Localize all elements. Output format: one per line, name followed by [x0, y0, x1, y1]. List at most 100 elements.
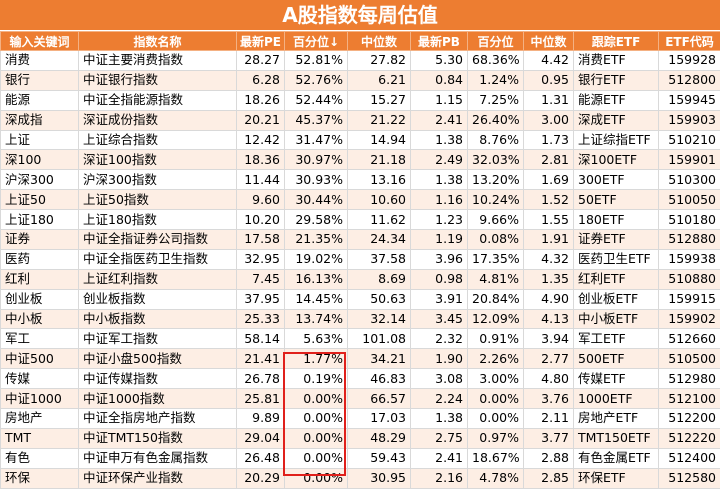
table-cell: 1.16	[410, 189, 468, 211]
table-cell: 32.14	[347, 308, 411, 330]
table-row[interactable]: 消费 中证主要消费指数 28.27 52.81% 27.82 5.30 68.36% 4.42…	[0, 50, 720, 71]
table-cell: 军工	[0, 328, 79, 350]
table-row[interactable]: 医药 中证全指医药卫生指数 32.95 19.02% 37.58 3.96 17.35% 4.…	[0, 248, 720, 270]
table-cell: 52.44%	[284, 89, 348, 111]
table-cell: 20.21	[236, 109, 285, 131]
table-cell: 创业板指数	[78, 288, 237, 310]
table-cell: 300ETF	[573, 169, 659, 191]
table-row[interactable]: 能源 中证全指能源指数 18.26 52.44% 15.27 1.15 7.25% 1.31 能…	[0, 89, 720, 111]
table-cell: 32.03%	[467, 149, 524, 171]
table-row[interactable]: 中证1000 中证1000指数 25.81 0.00% 66.57 2.24 0.00% 3.…	[0, 388, 720, 410]
table-cell: 0.00%	[284, 467, 348, 489]
table-cell: 3.96	[410, 248, 468, 270]
table-cell: 159901	[658, 149, 720, 171]
table-cell: 1000ETF	[573, 388, 659, 410]
table-cell: 1.90	[410, 348, 468, 370]
table-cell: 6.21	[347, 69, 411, 91]
table-row[interactable]: 银行 中证银行指数 6.28 52.76% 6.21 0.84 1.24% 0.95 银行ETF…	[0, 69, 720, 91]
table-cell: TMT150ETF	[573, 427, 659, 449]
table-row[interactable]: 传媒 中证传媒指数 26.78 0.19% 46.83 3.08 3.00% 4.80 传媒ET…	[0, 368, 720, 390]
column-header[interactable]: 指数名称	[78, 31, 237, 51]
table-cell: 3.91	[410, 288, 468, 310]
table-row[interactable]: 深成指 深证成份指数 20.21 45.37% 21.22 2.41 26.40% 3.00 深…	[0, 109, 720, 131]
column-header[interactable]: 最新PB	[410, 31, 468, 51]
table-cell: 3.94	[523, 328, 574, 350]
table-cell: 159902	[658, 308, 720, 330]
table-row[interactable]: 上证180 上证180指数 10.20 29.58% 11.62 1.23 9.66% 1.5…	[0, 209, 720, 231]
table-cell: 2.16	[410, 467, 468, 489]
column-header[interactable]: 输入关键词	[0, 31, 79, 51]
table-cell: 沪深300	[0, 169, 79, 191]
table-cell: 2.75	[410, 427, 468, 449]
table-cell: 13.20%	[467, 169, 524, 191]
table-row[interactable]: 上证50 上证50指数 9.60 30.44% 10.60 1.16 10.24% 1.52 5…	[0, 189, 720, 211]
table-cell: 500ETF	[573, 348, 659, 370]
table-cell: 12.09%	[467, 308, 524, 330]
table-cell: 深成ETF	[573, 109, 659, 131]
table-cell: 0.00%	[467, 408, 524, 429]
table-cell: 上证180指数	[78, 209, 237, 231]
table-cell: 16.13%	[284, 268, 348, 290]
column-header[interactable]: ETF代码	[658, 31, 720, 51]
table-cell: 12.42	[236, 129, 285, 151]
table-cell: 0.19%	[284, 368, 348, 390]
table-cell: 19.02%	[284, 248, 348, 270]
table-cell: 512400	[658, 447, 720, 469]
table-cell: 59.43	[347, 447, 411, 469]
table-cell: 深100	[0, 149, 79, 171]
table-cell: 银行	[0, 69, 79, 91]
table-cell: 0.08%	[467, 229, 524, 250]
table-cell: 中证传媒指数	[78, 368, 237, 390]
table-cell: 6.28	[236, 69, 285, 91]
table-cell: 512580	[658, 467, 720, 489]
table-cell: 3.77	[523, 427, 574, 449]
table-row[interactable]: 有色 中证申万有色金属指数 26.48 0.00% 59.43 2.41 18.67% 2.8…	[0, 447, 720, 469]
column-header[interactable]: 百分位	[467, 31, 524, 51]
table-cell: 传媒	[0, 368, 79, 390]
table-body: 消费 中证主要消费指数 28.27 52.81% 27.82 5.30 68.36% 4.42…	[0, 50, 720, 489]
table-cell: 中证1000指数	[78, 388, 237, 410]
table-row[interactable]: 军工 中证军工指数 58.14 5.63% 101.08 2.32 0.91% 3.94 军工E…	[0, 328, 720, 350]
table-row[interactable]: 沪深300 沪深300指数 11.44 30.93% 13.16 1.38 13.20% 1.…	[0, 169, 720, 191]
table-cell: 中小板ETF	[573, 308, 659, 330]
table-row[interactable]: 红利 上证红利指数 7.45 16.13% 8.69 0.98 4.81% 1.35 红利ETF…	[0, 268, 720, 290]
table-row[interactable]: 创业板 创业板指数 37.95 14.45% 50.63 3.91 20.84% 4.90 创业…	[0, 288, 720, 310]
table-cell: 58.14	[236, 328, 285, 350]
table-cell: 159938	[658, 248, 720, 270]
table-row[interactable]: 证券 中证全指证券公司指数 17.58 21.35% 24.34 1.19 0.08% 1.9…	[0, 229, 720, 250]
table-cell: 8.69	[347, 268, 411, 290]
table-cell: 中证申万有色金属指数	[78, 447, 237, 469]
table-cell: 30.44%	[284, 189, 348, 211]
table-cell: 中证银行指数	[78, 69, 237, 91]
column-header[interactable]: 中位数	[523, 31, 574, 51]
table-cell: 7.45	[236, 268, 285, 290]
table-row[interactable]: 上证 上证综合指数 12.42 31.47% 14.94 1.38 8.76% 1.73 上证综…	[0, 129, 720, 151]
table-cell: 18.26	[236, 89, 285, 111]
table-cell: 1.31	[523, 89, 574, 111]
table-cell: 1.38	[410, 129, 468, 151]
table-cell: 21.18	[347, 149, 411, 171]
table-row[interactable]: 中证500 中证小盘500指数 21.41 1.77% 34.21 1.90 2.26% 2.…	[0, 348, 720, 370]
table-row[interactable]: 房地产 中证全指房地产指数 9.89 0.00% 17.03 1.38 0.00% 2.11 房…	[0, 408, 720, 429]
table-cell: 有色	[0, 447, 79, 469]
table-cell: 上证	[0, 129, 79, 151]
table-row[interactable]: TMT 中证TMT150指数 29.04 0.00% 48.29 2.75 0.97% 3.7…	[0, 427, 720, 449]
column-header[interactable]: 中位数	[347, 31, 411, 51]
table-cell: 37.95	[236, 288, 285, 310]
table-cell: 传媒ETF	[573, 368, 659, 390]
column-header[interactable]: 最新PE	[236, 31, 285, 51]
column-header[interactable]: 跟踪ETF	[573, 31, 659, 51]
table-cell: 5.30	[410, 50, 468, 71]
table-cell: 28.27	[236, 50, 285, 71]
table-cell: 房地产ETF	[573, 408, 659, 429]
table-cell: 深证100指数	[78, 149, 237, 171]
table-cell: 159928	[658, 50, 720, 71]
column-header[interactable]: 百分位↓	[284, 31, 348, 51]
table-cell: 沪深300指数	[78, 169, 237, 191]
table-row[interactable]: 中小板 中小板指数 25.33 13.74% 32.14 3.45 12.09% 4.13 中小…	[0, 308, 720, 330]
table-row[interactable]: 深100 深证100指数 18.36 30.97% 21.18 2.49 32.03% 2.8…	[0, 149, 720, 171]
table-cell: 消费ETF	[573, 50, 659, 71]
table-row[interactable]: 环保 中证环保产业指数 20.29 0.00% 30.95 2.16 4.78% 2.85 环保…	[0, 467, 720, 489]
table-cell: 中证全指房地产指数	[78, 408, 237, 429]
